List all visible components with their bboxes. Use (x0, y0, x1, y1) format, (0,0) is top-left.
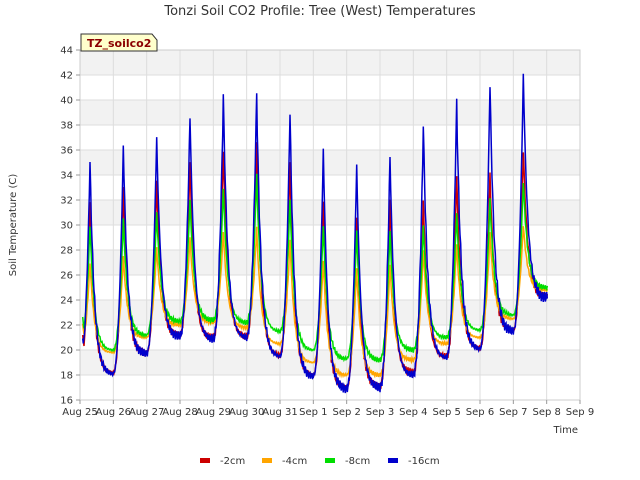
legend-label: -4cm (282, 456, 307, 467)
y-axis-label: Soil Temperature (C) (8, 174, 19, 277)
x-tick-label: Sep 4 (399, 407, 427, 418)
badge-box (80, 33, 158, 52)
y-tick-label: 26 (60, 271, 73, 282)
legend: -2cm -4cm -8cm -16cm (200, 456, 440, 467)
x-tick-label: Aug 27 (129, 407, 164, 418)
y-tick-label: 44 (60, 46, 73, 57)
x-tick-label: Sep 9 (566, 407, 594, 418)
y-tick-label: 34 (60, 171, 73, 182)
x-tick-label: Aug 25 (62, 407, 97, 418)
x-tick-label: Sep 6 (466, 407, 494, 418)
data-badge: TZ_soilco2 (80, 33, 158, 52)
plot-band (80, 350, 580, 375)
y-tick-label: 28 (60, 246, 73, 257)
x-tick-label: Aug 28 (162, 407, 197, 418)
y-tick-label: 42 (60, 71, 73, 82)
y-tick-label: 36 (60, 146, 73, 157)
y-tick-label: 38 (60, 121, 73, 132)
y-tick-label: 20 (60, 346, 73, 357)
series-line-minus-8cm (81, 173, 549, 363)
chart-title: Tonzi Soil CO2 Profile: Tree (West) Temp… (163, 4, 476, 19)
y-tick-label: 22 (60, 321, 73, 332)
x-tick-label: Sep 5 (432, 407, 460, 418)
series-lines (81, 73, 549, 394)
plot-band (80, 100, 580, 125)
y-tick-label: 32 (60, 196, 73, 207)
series-line-minus-16cm (81, 73, 549, 394)
x-tick-label: Aug 31 (262, 407, 297, 418)
badge-label: TZ_soilco2 (87, 37, 151, 50)
legend-swatch (200, 458, 210, 463)
legend-item: -8cm (325, 456, 370, 467)
x-tick-label: Sep 8 (532, 407, 560, 418)
plot-band (80, 50, 580, 75)
x-tick-label: Sep 3 (366, 407, 394, 418)
y-axis: 16 18 20 22 24 26 28 30 32 34 36 38 40 42 44 (60, 46, 80, 407)
y-tick-label: 16 (60, 396, 73, 407)
x-tick-label: Sep 2 (332, 407, 360, 418)
x-axis-label: Time (553, 425, 578, 436)
y-tick-label: 18 (60, 371, 73, 382)
x-tick-label: Sep 7 (499, 407, 527, 418)
legend-item: -16cm (388, 456, 440, 467)
legend-item: -4cm (262, 456, 307, 467)
y-tick-label: 24 (60, 296, 73, 307)
x-tick-label: Aug 30 (229, 407, 264, 418)
x-tick-label: Aug 26 (96, 407, 131, 418)
legend-label: -2cm (220, 456, 245, 467)
x-tick-label: Aug 29 (196, 407, 231, 418)
series-line-minus-4cm (81, 226, 549, 379)
plot-band (80, 150, 580, 175)
x-tick-label: Sep 1 (299, 407, 327, 418)
legend-label: -16cm (408, 456, 440, 467)
legend-label: -8cm (345, 456, 370, 467)
legend-swatch (388, 458, 398, 463)
y-tick-label: 30 (60, 221, 73, 232)
legend-swatch (325, 458, 335, 463)
legend-swatch (262, 458, 272, 463)
y-tick-label: 40 (60, 96, 73, 107)
legend-item: -2cm (200, 456, 245, 467)
plot-band (80, 200, 580, 225)
